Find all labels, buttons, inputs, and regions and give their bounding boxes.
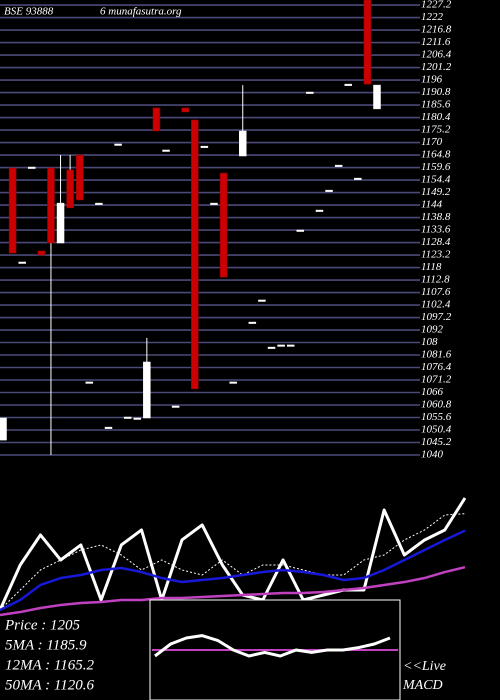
candle-body xyxy=(143,361,151,419)
legend-entry: 50MA : 1120.6 xyxy=(5,677,95,693)
y-tick-label: 1180.4 xyxy=(421,111,451,123)
y-tick-label: 1164.8 xyxy=(421,149,451,161)
candle-body xyxy=(152,107,161,132)
y-tick-label: 1050.4 xyxy=(421,424,452,436)
candle-body xyxy=(325,189,333,192)
y-tick-label: 108 xyxy=(421,336,438,348)
candle-body xyxy=(306,91,314,94)
y-tick-label: 1066 xyxy=(421,386,444,398)
y-tick-label: 1097.2 xyxy=(421,311,452,323)
y-tick-label: 1123.2 xyxy=(421,249,451,261)
candle-body xyxy=(18,261,26,264)
candle-body xyxy=(66,169,74,209)
candle-body xyxy=(114,143,122,146)
annotation: <<Live xyxy=(403,659,446,674)
series-line xyxy=(0,513,466,611)
y-tick-label: 1222 xyxy=(421,11,444,23)
candle-body xyxy=(354,177,362,180)
candle-body xyxy=(286,344,295,347)
y-tick-label: 1138.8 xyxy=(421,211,451,223)
y-tick-label: 1144 xyxy=(421,199,443,211)
y-tick-label: 1081.6 xyxy=(421,349,452,361)
ma-panel: Price : 1205 5MA : 1185.9 12MA : 1165.2 50M… xyxy=(0,497,467,693)
candle-body xyxy=(75,154,84,201)
candle-body xyxy=(191,119,199,390)
macd-title: MACD xyxy=(402,678,443,693)
y-tick-label: 1206.4 xyxy=(421,49,452,61)
y-tick-label: 1092 xyxy=(421,324,444,336)
legend-entry: 5MA : 1185.9 xyxy=(5,637,87,653)
y-tick-label: 1185.6 xyxy=(421,99,451,111)
candle-body xyxy=(133,417,142,420)
candle-body xyxy=(238,130,247,157)
legend-entry: 12MA : 1165.2 xyxy=(5,657,95,673)
candle-body xyxy=(229,381,237,384)
candle-body xyxy=(344,83,352,86)
y-tick-label: 1107.6 xyxy=(421,286,451,298)
y-tick-label: 1060.8 xyxy=(421,399,452,411)
y-tick-label: 1055.6 xyxy=(421,411,452,423)
candle-body xyxy=(28,166,36,169)
candle-body xyxy=(267,346,276,349)
series-line xyxy=(154,634,391,658)
candle-body xyxy=(47,167,55,244)
candle-body xyxy=(296,229,305,232)
y-tick-label: 1227.2 xyxy=(421,0,452,11)
candle-body xyxy=(123,416,132,419)
y-tick-label: 1154.4 xyxy=(421,174,451,186)
y-tick-label: 1175.2 xyxy=(421,124,451,136)
candle-body xyxy=(219,172,228,278)
candle-body xyxy=(210,202,218,205)
y-tick-label: 1190.8 xyxy=(421,86,451,98)
candle-body xyxy=(85,381,94,384)
price-panel xyxy=(0,0,420,456)
y-tick-label: 1216.8 xyxy=(421,24,452,36)
candle-body xyxy=(8,167,17,254)
candle-body xyxy=(200,145,209,148)
y-tick-label: 1211.6 xyxy=(421,36,451,48)
y-tick-label: 1045.2 xyxy=(421,436,452,448)
candle-body xyxy=(181,107,189,113)
chart-title: BSE 93888 xyxy=(4,6,54,18)
y-tick-label: 1170 xyxy=(421,136,443,148)
y-tick-label: 1118 xyxy=(421,261,442,273)
series-line xyxy=(0,497,467,611)
series-line xyxy=(0,529,466,612)
y-tick-label: 1076.4 xyxy=(421,361,452,373)
candle-body xyxy=(171,405,180,408)
candle-body xyxy=(56,202,65,244)
candle-body xyxy=(277,344,285,347)
y-tick-label: 1102.4 xyxy=(421,299,451,311)
candle-body xyxy=(258,299,266,302)
legend-entry: Price : 1205 xyxy=(4,617,80,633)
chart-subtitle: 6 munafasutra.org xyxy=(100,6,182,18)
candle-body xyxy=(334,164,343,167)
y-tick-label: 1133.6 xyxy=(421,224,451,236)
y-tick-label: 1128.4 xyxy=(421,236,451,248)
y-tick-label: 1159.6 xyxy=(421,161,451,173)
y-tick-label: 1149.2 xyxy=(421,186,451,198)
candle-body xyxy=(248,321,257,324)
candle-body xyxy=(315,209,324,212)
candle-body xyxy=(363,0,372,85)
y-tick-label: 1071.2 xyxy=(421,374,452,386)
candle-body xyxy=(95,202,103,205)
y-tick-label: 1201.2 xyxy=(421,61,452,73)
candle-body xyxy=(37,250,46,256)
candle-body xyxy=(0,417,7,441)
y-tick-label: 1196 xyxy=(421,74,443,86)
y-tick-label: 1112.8 xyxy=(421,274,450,286)
candle-body xyxy=(162,149,170,152)
candle-body xyxy=(104,426,113,429)
candle-body xyxy=(373,84,381,110)
macd-panel xyxy=(154,634,391,658)
series-line xyxy=(0,565,466,617)
y-tick-label: 1040 xyxy=(421,449,444,461)
